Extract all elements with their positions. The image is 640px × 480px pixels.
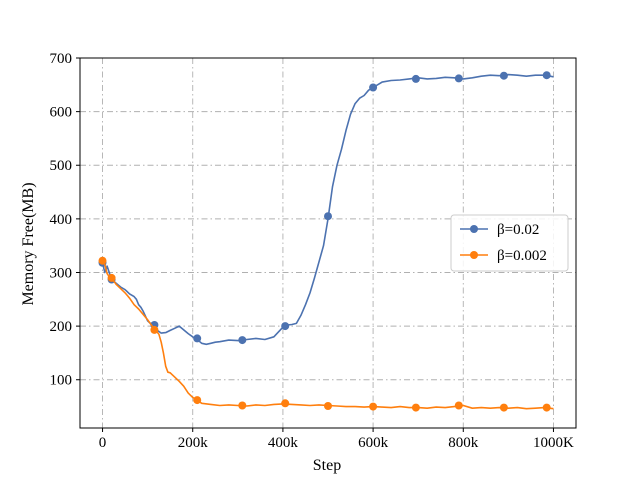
- legend-marker: [470, 225, 478, 233]
- series-1-point: [411, 74, 420, 83]
- x-tick-label: 0: [99, 435, 107, 451]
- series-2-point: [281, 399, 290, 408]
- series-2-point: [238, 401, 247, 410]
- y-tick-label: 200: [50, 319, 73, 335]
- series-2-point: [542, 403, 551, 412]
- series-layer: [98, 71, 554, 412]
- y-tick-label: 100: [50, 373, 73, 389]
- plot-frame: [79, 57, 577, 429]
- series-2: [98, 256, 554, 412]
- series-2-point: [411, 403, 420, 412]
- series-2-point: [98, 256, 107, 265]
- y-tick-label: 600: [50, 105, 73, 121]
- axis-ticks: [76, 57, 554, 432]
- series-2-point: [369, 402, 378, 411]
- legend-marker: [470, 251, 478, 259]
- series-2-point: [150, 325, 159, 334]
- series-2-point: [107, 273, 116, 282]
- y-tick-label: 300: [50, 265, 73, 281]
- x-axis-label: Step: [313, 457, 341, 474]
- legend-item-1: β=0.02: [460, 222, 539, 238]
- series-1-point: [499, 71, 508, 80]
- x-tick-label: 600k: [358, 435, 389, 451]
- legend: β=0.02 β=0.002: [450, 214, 569, 272]
- series-2-point: [193, 396, 202, 405]
- x-tick-label: 1000K: [533, 435, 574, 451]
- y-tick-label: 700: [50, 51, 73, 67]
- legend-item-2: β=0.002: [460, 248, 547, 264]
- legend-label: β=0.02: [497, 222, 539, 238]
- series-2-point: [499, 403, 508, 412]
- x-tick-label: 800k: [448, 435, 479, 451]
- series-1-point: [193, 334, 202, 343]
- series-1-point: [542, 71, 551, 80]
- x-tick-label: 400k: [268, 435, 299, 451]
- legend-label: β=0.002: [497, 248, 547, 264]
- y-axis-label: Memory Free(MB): [20, 182, 37, 305]
- series-1-point: [324, 212, 332, 221]
- x-tick-label: 200k: [178, 435, 209, 451]
- tick-labels: 0 200k 400k 600k 800k 1000K 100 200 300 400 500 600…: [50, 51, 575, 451]
- y-tick-label: 400: [50, 212, 73, 228]
- y-tick-label: 500: [50, 158, 73, 174]
- series-1-point: [238, 336, 247, 345]
- series-2-point: [324, 402, 332, 410]
- series-1-point: [454, 74, 463, 83]
- series-2-point: [454, 401, 463, 410]
- series-line-2: [101, 260, 554, 410]
- series-1-point: [281, 322, 290, 331]
- series-1-point: [369, 83, 378, 92]
